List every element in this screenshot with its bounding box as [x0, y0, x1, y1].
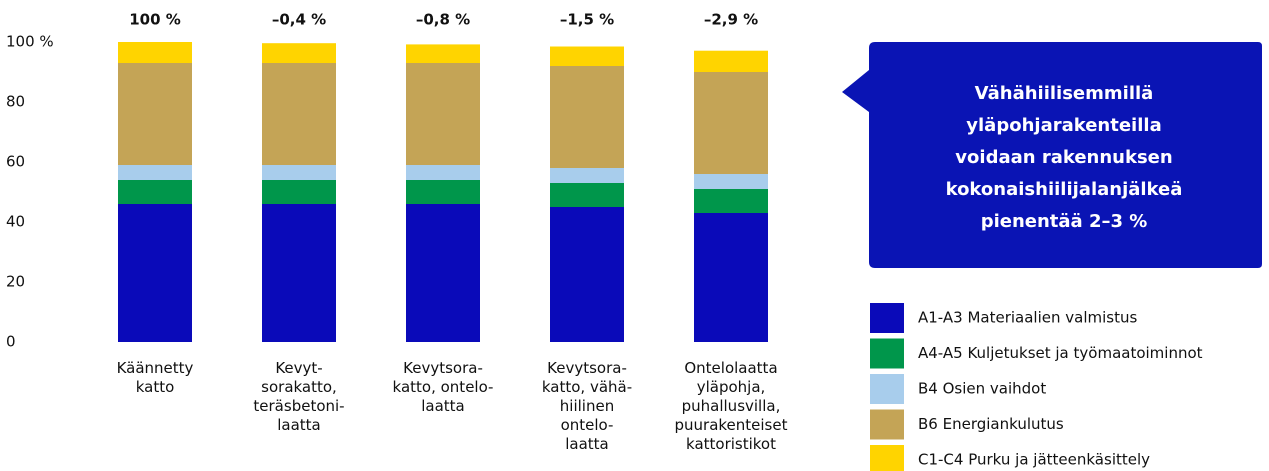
callout-text: Vähähiilisemmillä yläpohjarakenteilla void… [946, 83, 1183, 232]
bar-segment [694, 189, 768, 213]
bar-top-label: 100 % [129, 11, 181, 29]
bar-segment [262, 180, 336, 204]
bar-segment [550, 183, 624, 207]
bar-segment [694, 72, 768, 174]
x-tick-label: Kevyt-sorakatto, teräsbetoni-laatta [253, 359, 344, 434]
y-tick-label: 80 [6, 93, 25, 111]
bar-top-label: –1,5 % [560, 11, 614, 29]
bar-segment [118, 180, 192, 204]
y-tick-label: 100 % [6, 33, 54, 51]
legend-swatch [870, 303, 904, 333]
x-tick-label: Kevytsora-katto, vähä-hiilinen ontelo-laa… [542, 359, 632, 453]
bar-segment [406, 63, 480, 165]
x-tick-label: Ontelolaatta yläpohja, puhallusvilla, puura… [675, 359, 788, 453]
bar-top-label: –2,9 % [704, 11, 758, 29]
bar-segment [694, 50, 768, 72]
bar-segment [406, 180, 480, 204]
bar-segment [406, 165, 480, 180]
y-tick-label: 60 [6, 153, 25, 171]
y-tick-label: 0 [6, 333, 16, 351]
bar-segment [550, 207, 624, 342]
bar-segment [118, 204, 192, 342]
bar-segment [694, 213, 768, 342]
bar-segment [550, 168, 624, 183]
bar-top-label: –0,8 % [416, 11, 470, 29]
legend-label: A1-A3 Materiaalien valmistus [918, 309, 1137, 327]
bar-segment [262, 63, 336, 165]
bar-segment [694, 174, 768, 189]
bar-segment [406, 204, 480, 342]
legend-label: C1-C4 Purku ja jätteenkäsittely [918, 451, 1150, 469]
bar-segment [550, 66, 624, 168]
legend-swatch [870, 409, 904, 440]
bar-segment [550, 46, 624, 66]
legend-swatch [870, 374, 904, 404]
x-tick-label: Kevytsora-katto, ontelo-laatta [393, 359, 494, 415]
bar-top-label: –0,4 % [272, 11, 326, 29]
bar-segment [118, 165, 192, 180]
legend-label: B4 Osien vaihdot [918, 380, 1046, 398]
x-tick-label: Käännetty katto [117, 359, 194, 396]
bar-segment [262, 204, 336, 342]
y-tick-label: 40 [6, 213, 25, 231]
legend-label: A4-A5 Kuljetukset ja työmaatoiminnot [918, 344, 1203, 362]
bar-segment [118, 42, 192, 63]
bar-segment [262, 43, 336, 63]
legend-label: B6 Energiankulutus [918, 415, 1064, 433]
callout-box [842, 42, 1262, 268]
bar-segment [118, 63, 192, 165]
legend-swatch [870, 338, 904, 369]
bar-segment [406, 44, 480, 63]
callout: Vähähiilisemmillä yläpohjarakenteilla void… [842, 42, 1262, 268]
y-tick-label: 20 [6, 273, 25, 291]
legend-swatch [870, 445, 904, 471]
bar-segment [262, 165, 336, 180]
